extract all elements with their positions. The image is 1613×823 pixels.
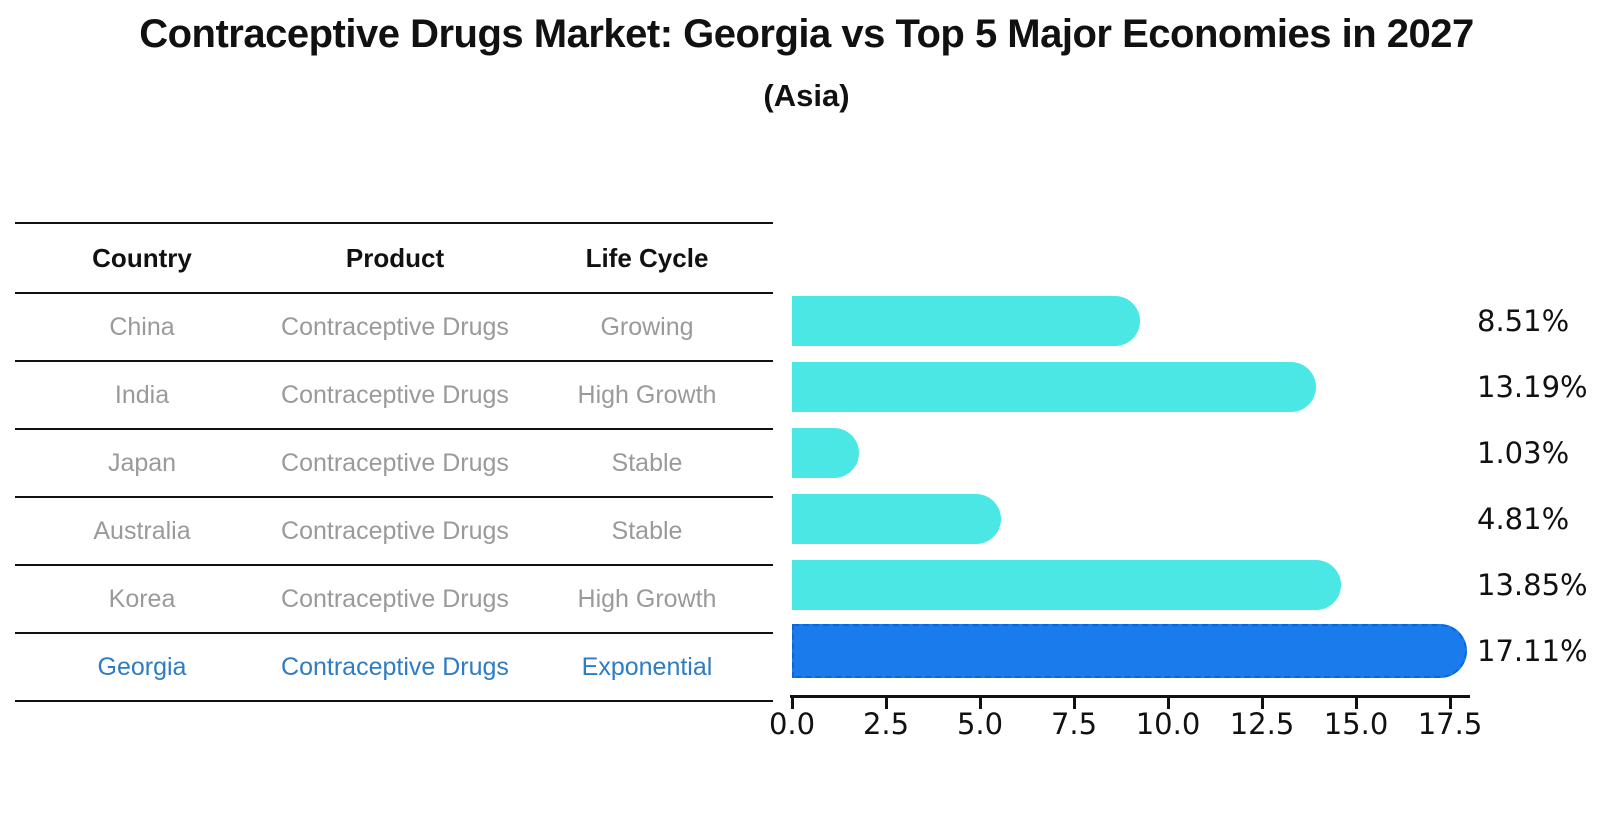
bar-georgia-highlighted (792, 624, 1468, 678)
value-label: 8.51% (1477, 304, 1570, 338)
x-tick-label: 15.0 (1323, 707, 1389, 741)
value-label: 17.11% (1477, 634, 1588, 668)
bar-india (792, 362, 1316, 412)
bar-korea (792, 560, 1341, 610)
table-row-india: India Contraceptive Drugs High Growth (15, 362, 773, 430)
bar-china (792, 296, 1140, 346)
value-label: 4.81% (1477, 502, 1570, 536)
table-row-georgia-highlighted: Georgia Contraceptive Drugs Exponential (15, 634, 773, 702)
cell-country: India (114, 380, 170, 409)
value-label: 1.03% (1477, 436, 1570, 470)
x-tick-label: 10.0 (1135, 707, 1201, 741)
cell-product: Contraceptive Drugs (281, 652, 509, 681)
cell-country: Japan (107, 448, 177, 477)
cell-life-cycle: High Growth (577, 380, 717, 409)
bar-japan (792, 428, 859, 478)
cell-country: China (109, 312, 175, 341)
bar-australia (792, 494, 1001, 544)
country-table: Country Product Life Cycle China Contrac… (15, 222, 773, 702)
value-label: 13.85% (1477, 568, 1588, 602)
table-row-china: China Contraceptive Drugs Growing (15, 294, 773, 362)
table-row-japan: Japan Contraceptive Drugs Stable (15, 430, 773, 498)
cell-life-cycle: High Growth (577, 584, 717, 613)
table-row-korea: Korea Contraceptive Drugs High Growth (15, 566, 773, 634)
table-header-row: Country Product Life Cycle (15, 222, 773, 294)
chart-title: Contraceptive Drugs Market: Georgia vs T… (139, 12, 1474, 56)
x-tick-label: 0.0 (768, 707, 816, 741)
cell-product: Contraceptive Drugs (281, 516, 509, 545)
chart-subtitle: (Asia) (763, 78, 850, 113)
cell-product: Contraceptive Drugs (281, 312, 509, 341)
x-tick-label: 12.5 (1229, 707, 1295, 741)
cell-life-cycle: Growing (600, 312, 694, 341)
x-tick-label: 7.5 (1050, 707, 1098, 741)
table-row-australia: Australia Contraceptive Drugs Stable (15, 498, 773, 566)
cell-country: Australia (93, 516, 191, 545)
cell-country: Georgia (97, 652, 187, 681)
x-tick (1355, 698, 1358, 709)
value-label: 13.19% (1477, 370, 1588, 404)
x-tick (1167, 698, 1170, 709)
cell-product: Contraceptive Drugs (281, 380, 509, 409)
cell-life-cycle: Stable (611, 448, 683, 477)
x-axis-line (790, 695, 1470, 698)
x-tick (885, 698, 888, 709)
cell-product: Contraceptive Drugs (281, 584, 509, 613)
column-header-life-cycle: Life Cycle (585, 242, 709, 273)
cell-product: Contraceptive Drugs (281, 448, 509, 477)
x-tick-label: 2.5 (862, 707, 910, 741)
column-header-country: Country (92, 242, 192, 273)
x-tick-label: 17.5 (1417, 707, 1483, 741)
x-tick (1261, 698, 1264, 709)
cell-country: Korea (108, 584, 176, 613)
x-tick (1073, 698, 1076, 709)
column-header-product: Product (345, 242, 445, 273)
cell-life-cycle: Exponential (581, 652, 713, 681)
cell-life-cycle: Stable (611, 516, 683, 545)
x-tick (791, 698, 794, 709)
x-tick (1449, 698, 1452, 709)
x-tick-label: 5.0 (956, 707, 1004, 741)
x-tick (979, 698, 982, 709)
